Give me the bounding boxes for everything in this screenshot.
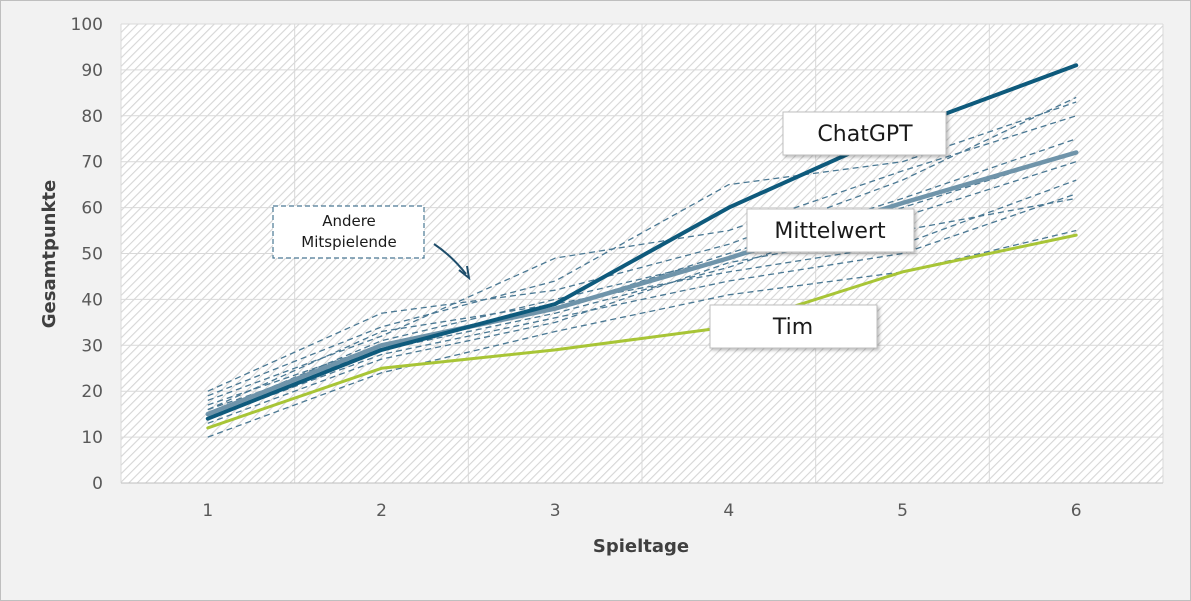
y-axis-title: Gesamtpunkte — [39, 180, 60, 329]
y-tick-label: 30 — [81, 336, 103, 356]
y-tick-label: 100 — [71, 15, 103, 35]
y-tick-label: 70 — [81, 153, 103, 173]
x-tick-label: 6 — [1071, 501, 1082, 521]
y-tick-label: 40 — [81, 290, 103, 310]
y-tick-label: 10 — [81, 428, 103, 448]
tim-label: Tim — [772, 315, 813, 340]
x-tick-label: 3 — [550, 501, 561, 521]
arrowhead-icon — [458, 265, 471, 281]
others-note: Andere Mitspielende — [272, 205, 471, 281]
chatgpt-label: ChatGPT — [817, 122, 913, 147]
other-player-line — [207, 229, 1077, 438]
mittelwert-callout: Mittelwert — [746, 208, 915, 253]
chatgpt-callout: ChatGPT — [782, 111, 947, 156]
other-player-line — [207, 161, 1077, 415]
others-note-arrow — [433, 243, 467, 275]
mittelwert-line — [205, 150, 1079, 417]
others-note-line2: Mitspielende — [301, 233, 396, 251]
other-player-line — [207, 197, 1077, 424]
x-tick-label: 2 — [376, 501, 387, 521]
tim-callout: Tim — [709, 304, 878, 349]
y-axis-ticks: 0 10 20 30 40 50 60 70 80 90 100 — [71, 15, 103, 494]
y-tick-label: 90 — [81, 61, 103, 81]
other-player-line — [207, 193, 1077, 420]
x-axis-title: Spieltage — [593, 536, 689, 557]
x-tick-label: 1 — [202, 501, 213, 521]
y-tick-label: 20 — [81, 382, 103, 402]
others-note-line1: Andere — [322, 212, 376, 230]
x-tick-label: 5 — [897, 501, 908, 521]
y-tick-label: 80 — [81, 107, 103, 127]
other-player-line — [207, 96, 1077, 392]
other-player-line — [207, 179, 1077, 411]
x-axis-ticks: 1 2 3 4 5 6 — [202, 501, 1081, 521]
mittelwert-label: Mittelwert — [774, 219, 886, 244]
tim-line — [206, 233, 1078, 430]
y-tick-label: 50 — [81, 245, 103, 265]
x-tick-label: 4 — [723, 501, 734, 521]
y-tick-label: 60 — [81, 199, 103, 219]
y-tick-label: 0 — [92, 474, 103, 494]
other-player-line — [207, 115, 1077, 402]
